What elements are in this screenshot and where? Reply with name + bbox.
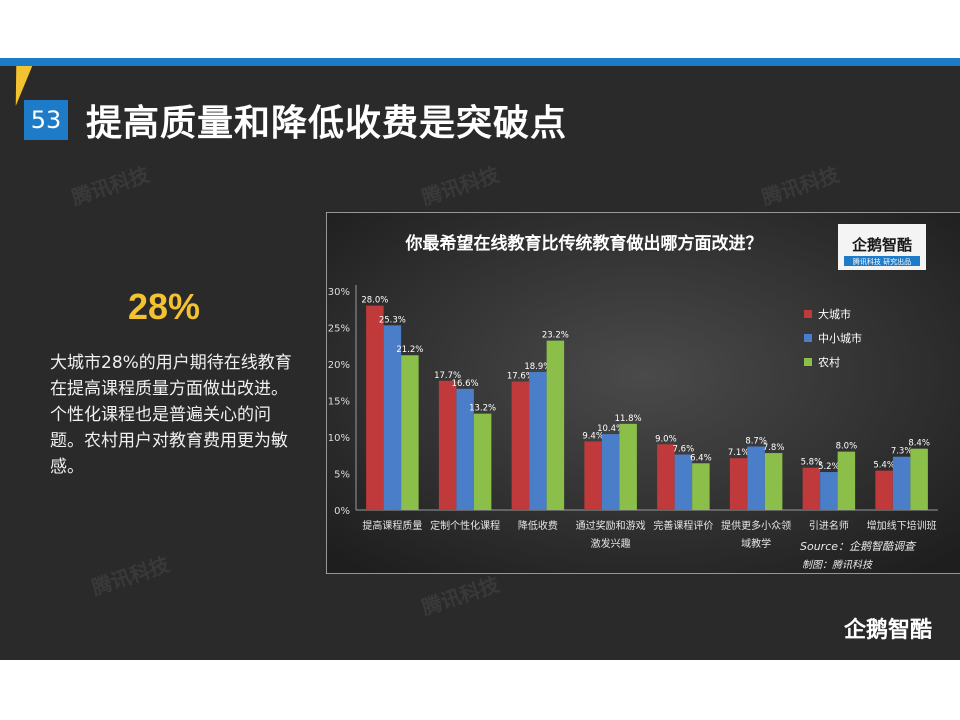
data-label: 6.4% bbox=[690, 453, 712, 463]
bar bbox=[837, 451, 856, 510]
data-label: 16.6% bbox=[452, 379, 479, 389]
data-label: 13.2% bbox=[469, 404, 496, 414]
bar bbox=[875, 470, 893, 510]
legend-swatch bbox=[804, 358, 812, 366]
bar bbox=[383, 325, 402, 510]
bar bbox=[456, 388, 474, 510]
top-accent-bar bbox=[0, 58, 960, 66]
data-label: 11.8% bbox=[615, 414, 642, 424]
data-label: 7.1% bbox=[728, 448, 750, 458]
x-tick-label: 域教学 bbox=[741, 537, 771, 550]
data-label: 7.8% bbox=[763, 443, 785, 453]
data-label: 8.4% bbox=[908, 439, 930, 449]
data-label: 7.3% bbox=[891, 447, 913, 457]
data-label: 5.4% bbox=[873, 461, 895, 471]
x-tick-label: 激发兴趣 bbox=[591, 537, 631, 550]
y-tick-label: 25% bbox=[328, 324, 350, 335]
chart-maker: 制图：腾讯科技 bbox=[802, 559, 874, 571]
bar bbox=[820, 472, 838, 510]
bar bbox=[910, 448, 928, 510]
chart-plot-area: 0% 5% 10% 15% 20% 25% 30% 28.0% 25.3% 21.2% 提高课程质量… bbox=[328, 285, 938, 550]
y-tick-label: 10% bbox=[328, 433, 350, 444]
legend-swatch bbox=[804, 310, 812, 318]
bar-chart: 你最希望在线教育比传统教育做出哪方面改进？ 企鹅智酷 腾讯科技 研究出品 0% 5… bbox=[326, 212, 960, 574]
chart-source: Source：企鹅智酷调查 bbox=[800, 540, 917, 553]
bar bbox=[619, 423, 637, 510]
bar bbox=[802, 467, 821, 510]
x-tick-label: 提供更多小众领 bbox=[721, 519, 791, 532]
bar bbox=[438, 380, 457, 510]
bar bbox=[401, 355, 419, 510]
data-label: 23.2% bbox=[542, 331, 569, 341]
data-label: 5.8% bbox=[801, 458, 823, 468]
bar bbox=[546, 340, 565, 510]
data-label: 28.0% bbox=[361, 296, 388, 306]
x-tick-label: 降低收费 bbox=[518, 519, 558, 532]
chart-badge: 企鹅智酷 腾讯科技 研究出品 bbox=[838, 224, 926, 270]
badge-name: 企鹅智酷 bbox=[851, 236, 912, 254]
bar bbox=[529, 372, 547, 510]
bar bbox=[473, 413, 492, 510]
page-title: 提高质量和降低收费是突破点 bbox=[86, 103, 568, 144]
bar bbox=[692, 463, 710, 510]
x-tick-label: 引进名师 bbox=[809, 519, 849, 532]
chart-title: 你最希望在线教育比传统教育做出哪方面改进？ bbox=[405, 233, 763, 254]
x-tick-label: 通过奖励和游戏 bbox=[576, 519, 646, 532]
data-label: 8.0% bbox=[836, 442, 858, 452]
bar bbox=[747, 446, 765, 510]
bar bbox=[892, 456, 911, 510]
data-label: 17.7% bbox=[434, 371, 461, 381]
y-tick-label: 0% bbox=[334, 506, 350, 517]
data-label: 9.0% bbox=[655, 434, 677, 444]
x-tick-label: 完善课程评价 bbox=[653, 519, 713, 532]
y-tick-label: 30% bbox=[328, 287, 350, 298]
data-label: 25.3% bbox=[379, 315, 406, 325]
data-label: 7.6% bbox=[673, 445, 695, 455]
legend-label: 中小城市 bbox=[818, 331, 862, 345]
chart-panel-frame bbox=[326, 212, 960, 574]
x-tick-label: 增加线下培训班 bbox=[867, 519, 937, 532]
bar bbox=[674, 454, 693, 510]
y-tick-label: 15% bbox=[328, 397, 350, 408]
highlight-percentage: 28% bbox=[128, 286, 201, 327]
description-text: 大城市28%的用户期待在线教育在提高课程质量方面做出改进。个性化课程也是普遍关心… bbox=[50, 353, 292, 477]
data-label: 10.4% bbox=[597, 424, 624, 434]
y-tick-label: 20% bbox=[328, 360, 350, 371]
data-label: 9.4% bbox=[582, 431, 604, 441]
x-tick-label: 定制个性化课程 bbox=[430, 519, 500, 532]
bar bbox=[511, 381, 530, 510]
bar bbox=[601, 434, 620, 510]
legend-label: 农村 bbox=[818, 355, 840, 369]
bar bbox=[729, 458, 748, 510]
legend-swatch bbox=[804, 334, 812, 342]
bar bbox=[584, 441, 602, 510]
legend-label: 大城市 bbox=[818, 307, 851, 321]
bar bbox=[764, 453, 783, 510]
data-label: 17.6% bbox=[507, 372, 534, 382]
data-label: 21.2% bbox=[396, 345, 423, 355]
data-label: 5.2% bbox=[818, 462, 840, 472]
page-number: 53 bbox=[24, 100, 68, 140]
bar bbox=[657, 444, 675, 510]
data-label: 18.9% bbox=[524, 362, 551, 372]
bar bbox=[366, 305, 384, 510]
y-tick-label: 5% bbox=[334, 470, 350, 481]
data-label: 8.7% bbox=[745, 436, 767, 446]
badge-subtitle: 腾讯科技 研究出品 bbox=[853, 257, 911, 266]
bottom-logo: 企鹅智酷 bbox=[844, 618, 933, 643]
x-tick-label: 提高课程质量 bbox=[362, 519, 422, 532]
